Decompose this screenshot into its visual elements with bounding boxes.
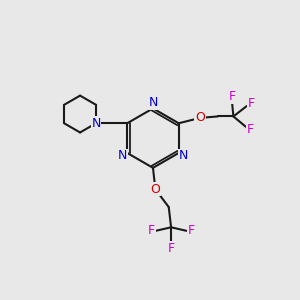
Text: F: F [188,224,195,237]
Text: F: F [228,90,236,103]
Text: O: O [195,111,205,124]
Text: F: F [247,123,254,136]
Text: F: F [248,97,255,110]
Text: F: F [167,242,175,255]
Text: F: F [148,224,155,237]
Text: N: N [117,149,127,162]
Text: N: N [179,149,188,162]
Text: O: O [150,183,160,196]
Text: N: N [148,96,158,109]
Text: N: N [91,117,101,130]
